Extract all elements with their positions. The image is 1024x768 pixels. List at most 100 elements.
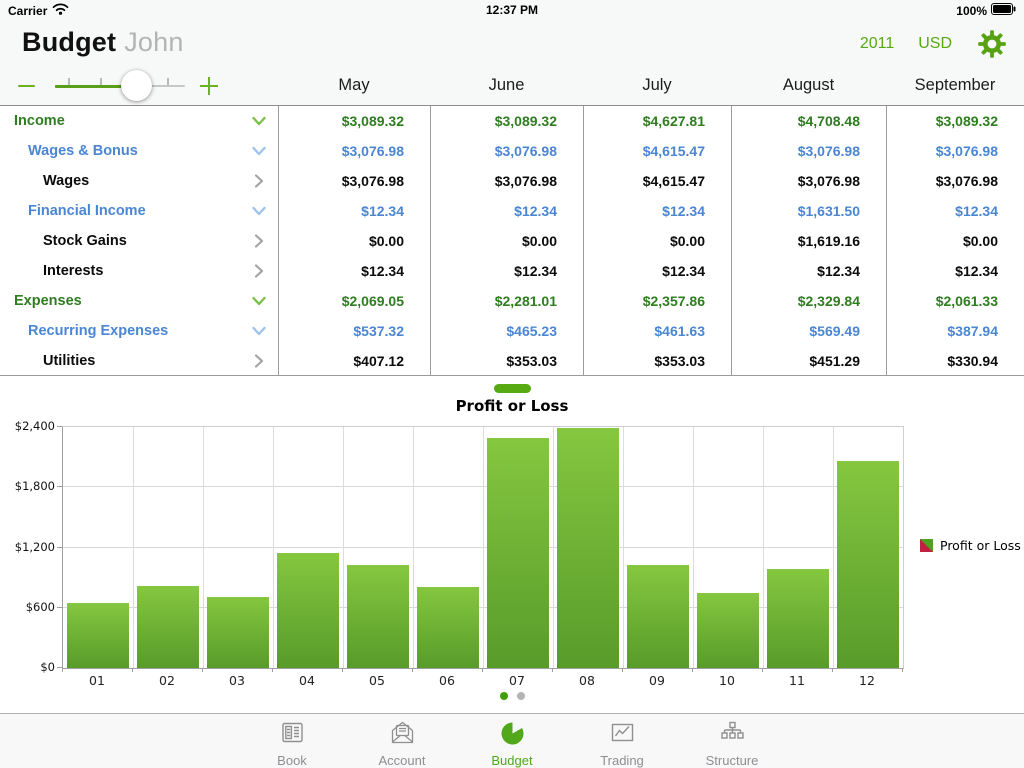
row-label[interactable]: Wages: [0, 166, 278, 196]
row-label-text: Interests: [43, 263, 103, 279]
table-row[interactable]: Interests$12.34$12.34$12.34$12.34$12.34: [0, 256, 1024, 286]
x-tick-label: 08: [552, 673, 622, 688]
structure-icon: [719, 719, 746, 751]
cell-september: $387.94: [886, 316, 1024, 346]
chevron-down-icon[interactable]: [251, 293, 267, 309]
cell-august: $1,631.50: [731, 196, 886, 226]
chart-legend: Profit or Loss: [920, 538, 1021, 553]
table-row[interactable]: Wages$3,076.98$3,076.98$4,615.47$3,076.9…: [0, 166, 1024, 196]
cell-june: $3,076.98: [430, 136, 583, 166]
y-tick: [57, 426, 62, 427]
tab-trading[interactable]: Trading: [567, 714, 677, 768]
tab-book[interactable]: Book: [237, 714, 347, 768]
x-tick: [342, 668, 343, 672]
chevron-down-icon[interactable]: [251, 113, 267, 129]
tab-structure[interactable]: Structure: [677, 714, 787, 768]
chevron-right-icon[interactable]: [251, 233, 267, 249]
chevron-right-icon[interactable]: [251, 353, 267, 369]
x-tick: [552, 668, 553, 672]
row-label[interactable]: Recurring Expenses: [0, 316, 278, 346]
row-label-text: Wages: [43, 173, 89, 189]
chart-plot: [62, 426, 904, 669]
currency-button[interactable]: USD: [918, 35, 952, 53]
row-label[interactable]: Interests: [0, 256, 278, 286]
bar-01: [67, 603, 129, 668]
row-label-text: Stock Gains: [43, 233, 127, 249]
cell-may: $3,076.98: [278, 166, 430, 196]
x-tick-label: 06: [412, 673, 482, 688]
slider-knob[interactable]: [121, 70, 152, 101]
chevron-down-icon[interactable]: [251, 203, 267, 219]
cell-july: $12.34: [583, 256, 731, 286]
bar-07: [487, 438, 549, 668]
bar-11: [767, 569, 829, 668]
bar-08: [557, 428, 619, 668]
cell-july: $0.00: [583, 226, 731, 256]
cell-september: $2,061.33: [886, 286, 1024, 316]
row-label-text: Utilities: [43, 353, 95, 369]
tab-account[interactable]: Account: [347, 714, 457, 768]
settings-gear-icon[interactable]: [976, 28, 1008, 60]
tab-label: Book: [277, 753, 307, 768]
column-header-august: August: [731, 65, 886, 105]
cell-june: $465.23: [430, 316, 583, 346]
gridline-v: [763, 427, 764, 668]
table-row[interactable]: Stock Gains$0.00$0.00$0.00$1,619.16$0.00: [0, 226, 1024, 256]
drag-handle-pill[interactable]: [494, 384, 531, 393]
table-row[interactable]: Wages & Bonus$3,076.98$3,076.98$4,615.47…: [0, 136, 1024, 166]
chevron-right-icon[interactable]: [251, 173, 267, 189]
cell-june: $353.03: [430, 346, 583, 376]
cell-july: $461.63: [583, 316, 731, 346]
row-label[interactable]: Financial Income: [0, 196, 278, 226]
slider-minus-icon[interactable]: [18, 85, 35, 87]
x-tick: [902, 668, 903, 672]
cell-september: $330.94: [886, 346, 1024, 376]
app-window: Carrier 12:37 PM 100% BudgetJohn 2011 US…: [0, 0, 1024, 768]
slider-tick: [68, 78, 70, 85]
cell-july: $4,615.47: [583, 136, 731, 166]
row-label[interactable]: Wages & Bonus: [0, 136, 278, 166]
year-button[interactable]: 2011: [860, 35, 894, 53]
gridline-v: [553, 427, 554, 668]
cell-june: $2,281.01: [430, 286, 583, 316]
chevron-right-icon[interactable]: [251, 263, 267, 279]
tab-budget[interactable]: Budget: [457, 714, 567, 768]
page-dot-2[interactable]: [517, 692, 525, 700]
row-label[interactable]: Utilities: [0, 346, 278, 376]
slider-plus-icon[interactable]: [200, 77, 218, 95]
chevron-down-icon[interactable]: [251, 323, 267, 339]
cell-july: $12.34: [583, 196, 731, 226]
x-tick-label: 12: [832, 673, 902, 688]
y-tick: [57, 607, 62, 608]
cell-september: $3,076.98: [886, 166, 1024, 196]
x-tick: [62, 668, 63, 672]
table-row[interactable]: Utilities$407.12$353.03$353.03$451.29$33…: [0, 346, 1024, 376]
budget-table: Income$3,089.32$3,089.32$4,627.81$4,708.…: [0, 105, 1024, 376]
row-label[interactable]: Stock Gains: [0, 226, 278, 256]
bar-12: [837, 461, 899, 668]
x-tick-label: 11: [762, 673, 832, 688]
table-row[interactable]: Recurring Expenses$537.32$465.23$461.63$…: [0, 316, 1024, 346]
chart-section: Profit or Loss $0$600$1,200$1,800$2,400 …: [0, 376, 1024, 713]
battery-icon: [991, 3, 1016, 18]
page-dot-1[interactable]: [500, 692, 508, 700]
x-tick: [692, 668, 693, 672]
bar-05: [347, 565, 409, 668]
y-tick: [57, 547, 62, 548]
table-row[interactable]: Expenses$2,069.05$2,281.01$2,357.86$2,32…: [0, 286, 1024, 316]
cell-may: $12.34: [278, 256, 430, 286]
chevron-down-icon[interactable]: [251, 143, 267, 159]
row-label[interactable]: Expenses: [0, 286, 278, 316]
cell-july: $353.03: [583, 346, 731, 376]
table-row[interactable]: Financial Income$12.34$12.34$12.34$1,631…: [0, 196, 1024, 226]
y-tick: [57, 486, 62, 487]
x-tick-label: 02: [132, 673, 202, 688]
row-label-text: Recurring Expenses: [28, 323, 168, 339]
trading-icon: [609, 719, 636, 751]
book-icon: [279, 719, 306, 751]
cell-may: $407.12: [278, 346, 430, 376]
zoom-slider[interactable]: [0, 65, 278, 105]
cell-june: $3,089.32: [430, 106, 583, 136]
row-label[interactable]: Income: [0, 106, 278, 136]
table-row[interactable]: Income$3,089.32$3,089.32$4,627.81$4,708.…: [0, 106, 1024, 136]
